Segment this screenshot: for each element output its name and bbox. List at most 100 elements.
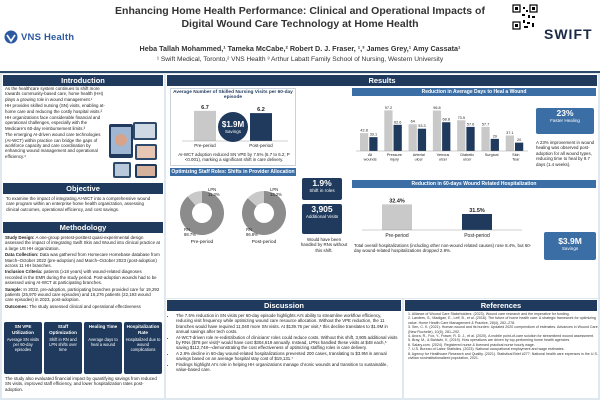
swift-logo: SWIFT: [544, 26, 593, 42]
staff-slice-label: 13.2%: [270, 192, 282, 197]
heal-bar-value: 96.8: [433, 106, 440, 110]
references-heading: References: [405, 300, 597, 311]
poster-header: VNS Health Enhancing Home Health Perform…: [0, 0, 600, 73]
methodology-footer: The study also evaluated financial impac…: [5, 376, 157, 392]
heal-x-tick: ulcer: [439, 158, 448, 162]
heal-bar: [393, 124, 402, 151]
reference-item: 3. Sen, C. K. (2021). Human wound and it…: [408, 325, 598, 334]
staff-roles-chart: RN88.7%LPN11.3%Pre-periodRN86.8%LPN13.2%…: [180, 187, 286, 245]
heal-bar-value: 37.1: [506, 131, 513, 135]
reference-item: 5. Bray, M., & Baldwin, K. (2019). How o…: [408, 338, 571, 343]
hospitalization-title: Reduction in 60-days Wound Related Hospi…: [352, 180, 596, 188]
heal-bar: [466, 126, 475, 151]
objective-heading: Objective: [3, 183, 163, 194]
hosp-x-tick: Post-period: [464, 233, 490, 239]
outcome-card-title: Healing Time: [88, 324, 118, 329]
heal-x-tick: Tear: [512, 158, 520, 162]
heal-bar: [442, 122, 451, 151]
outcome-card-title: Staff Optimization: [49, 324, 77, 335]
heal-bar-value: 42.8: [360, 129, 367, 133]
discussion-heading: Discussion: [167, 300, 401, 311]
intro-paragraph-4: The emerging AI-driven wound care techno…: [5, 132, 101, 159]
discussion-panel: [166, 299, 402, 398]
design-label: Study Design:: [5, 235, 35, 240]
design-text: A one-group pretest-posttest quasi-exper…: [5, 235, 160, 251]
staff-slice-label: RN: [246, 227, 252, 232]
heal-bar-value: 64: [411, 120, 415, 124]
discussion-list: The 7.5% reduction in SN visits per 60-d…: [170, 313, 398, 372]
sample-label: Sample:: [5, 286, 23, 292]
outcome-card-title: Hospitalization Rate: [126, 324, 160, 335]
staff-pie-slice: [247, 191, 264, 207]
staff-pie-caption: Post-period: [252, 239, 277, 245]
data-collection-label: Data Collection:: [5, 252, 39, 258]
heal-bar-value: 68.8: [443, 118, 450, 122]
header-divider: [0, 71, 600, 73]
outcome-card-sn-vpe: SN VPE Utilization Average SN visits per…: [4, 322, 42, 374]
reference-item: 2. Landers, S., Madigan, E., Leff, B., e…: [408, 316, 596, 325]
heal-bar: [408, 124, 417, 151]
outcomes-text: The study assessed clinical and operatio…: [29, 303, 141, 309]
introduction-text: As the healthcare system continues to sh…: [5, 86, 105, 159]
staff-slice-label: RN: [184, 227, 190, 232]
heal-x-tick: Skin: [512, 153, 519, 157]
sn-savings-value: $1.9M: [221, 120, 245, 129]
staff-slice-label: 88.7%: [184, 232, 196, 237]
reference-item: 7. U.S. Bureau of Labor Statistics. (202…: [408, 347, 565, 352]
sn-visits-chart: 6.7 Pre-period 6.2 Post-period: [182, 105, 288, 148]
outcome-cards: SN VPE Utilization Average SN visits per…: [4, 322, 162, 374]
heal-bar: [514, 142, 524, 151]
heal-bar: [505, 135, 514, 151]
discussion-point: A 2.8% decline in 60-day wound-related h…: [176, 351, 398, 362]
intro-paragraph-3: HH organizations face considerable finan…: [5, 115, 101, 131]
objective-text: To examine the impact of integrating AI-…: [6, 196, 151, 212]
heal-bar-value: 33.1: [370, 133, 377, 137]
discussion-point: AI-WCT-driven role re-redistribution of …: [176, 335, 398, 351]
staff-pie-slice: [187, 191, 202, 206]
hosp-bar: [462, 214, 492, 230]
staff-slice-label: 11.3%: [208, 192, 220, 197]
heal-bar: [432, 110, 442, 151]
staff-pie-caption: Pre-period: [191, 239, 214, 245]
inclusion-text: patients (≥18 years) with wound-related …: [5, 269, 157, 286]
outcomes-label: Outcomes:: [5, 303, 28, 309]
faster-healing-label: Faster Healing: [550, 118, 580, 123]
sn-savings-badge: $1.9M Savings: [218, 112, 248, 142]
reference-item: 8. Agency for Healthcare Research and Qu…: [408, 351, 598, 361]
healing-days-title: Reduction in Average Days to Heal a Woun…: [352, 88, 596, 96]
qr-code-icon[interactable]: [512, 4, 538, 30]
device-illustration: [109, 122, 157, 178]
discussion-point: The 7.5% reduction in SN visits per 60-d…: [176, 313, 398, 335]
heal-bar: [369, 137, 378, 151]
heal-bar-value: 97.2: [385, 106, 392, 110]
role-shift-label: Shift in roles: [309, 188, 335, 193]
heal-x-tick: wounds: [364, 158, 377, 162]
heal-x-tick: Pressure: [387, 153, 402, 157]
heal-x-tick: ulcer: [415, 158, 424, 162]
hospitalization-note: Total overall hospitalizations (includin…: [354, 243, 532, 254]
reference-item: 4. Arora, R., Fox, Y., Fraser, R. D. J.,…: [408, 334, 595, 339]
hospitalization-savings-badge: $3.9M Savings: [544, 232, 596, 260]
heal-x-tick: All: [368, 153, 372, 157]
introduction-heading: Introduction: [3, 75, 163, 86]
faster-healing-value: 23%: [556, 108, 574, 118]
outcome-card-healing: Healing Time Average days to heal a woun…: [84, 322, 122, 374]
results-heading: Results: [167, 75, 597, 86]
role-shift-value: 1.9%: [312, 178, 332, 188]
staff-roles-note: Would have been handled by RNs without t…: [300, 237, 348, 253]
sn-bar: [250, 113, 272, 141]
sn-savings-label: Savings: [224, 129, 241, 134]
heal-x-tick: Arterial: [413, 153, 425, 157]
staff-pie-slice: [242, 191, 286, 235]
hosp-bar-value: 31.5%: [469, 208, 485, 214]
sample-text: In 2022, pre-adoption, participating bra…: [5, 286, 160, 303]
heal-bar-value: 53.3: [418, 124, 425, 128]
additional-visits-value: 3,905: [311, 204, 333, 214]
sn-x-tick: Pre-period: [194, 143, 216, 148]
heal-bar-value: 20: [517, 138, 521, 142]
outcome-card-hospitalization: Hospitalization Rate Hospitalized due to…: [124, 322, 162, 374]
discussion-point: Findings highlight AI's role in helping …: [176, 362, 398, 373]
healing-days-note: A 23% improvement in wound healing was o…: [536, 140, 595, 167]
hosp-x-tick: Pre-period: [385, 233, 409, 239]
sn-bar-value: 6.7: [201, 105, 209, 111]
